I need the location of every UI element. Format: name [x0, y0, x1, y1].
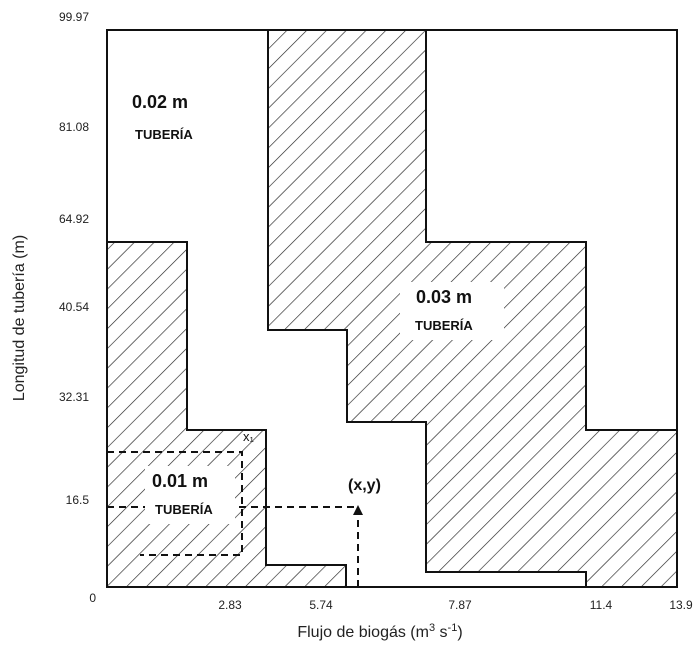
y-tick-label: 0 — [89, 591, 96, 605]
y-tick-label: 64.92 — [59, 212, 89, 226]
y-tick-label: 32.31 — [59, 390, 89, 404]
y-axis-title: Longitud de tubería (m) — [11, 235, 28, 401]
y-tick-label: 40.54 — [59, 300, 89, 314]
region-label-002-name: TUBERÍA — [135, 127, 193, 142]
x-tick-label: 5.74 — [309, 598, 333, 612]
region-label-003-size: 0.03 m — [416, 287, 472, 307]
label-bg-001 — [145, 466, 235, 524]
plot-frame — [106, 29, 678, 588]
region-label-002-size: 0.02 m — [132, 92, 188, 112]
x-tick-label: 2.83 — [218, 598, 242, 612]
arrow-head-icon — [353, 505, 363, 515]
annotation-x1: x₁ — [243, 429, 255, 444]
y-tick-label: 81.08 — [59, 120, 89, 134]
label-bg-003 — [400, 282, 504, 340]
x-tick-label: 7.87 — [448, 598, 472, 612]
x-tick-label: 13.9 — [669, 598, 693, 612]
y-tick-label: 16.5 — [66, 493, 90, 507]
x-tick-label: 11.4 — [590, 598, 613, 612]
dashed-box-x1 — [107, 451, 243, 556]
dashed-line-xy — [107, 506, 359, 587]
boundary-0.01-0.02 — [107, 241, 347, 587]
region-label-001-name: TUBERÍA — [155, 502, 213, 517]
region-label-001-size: 0.01 m — [152, 471, 208, 491]
x-axis-title: Flujo de biogás (m3 s-1) — [297, 622, 462, 641]
y-tick-label: 99.97 — [59, 10, 89, 24]
boundary-0.02-0.03-left — [267, 30, 587, 587]
boundary-0.02-0.03-right — [425, 30, 677, 431]
annotation-xy: (x,y) — [348, 477, 381, 494]
label-bg-xy — [343, 472, 395, 496]
region-label-003-name: TUBERÍA — [415, 318, 473, 333]
